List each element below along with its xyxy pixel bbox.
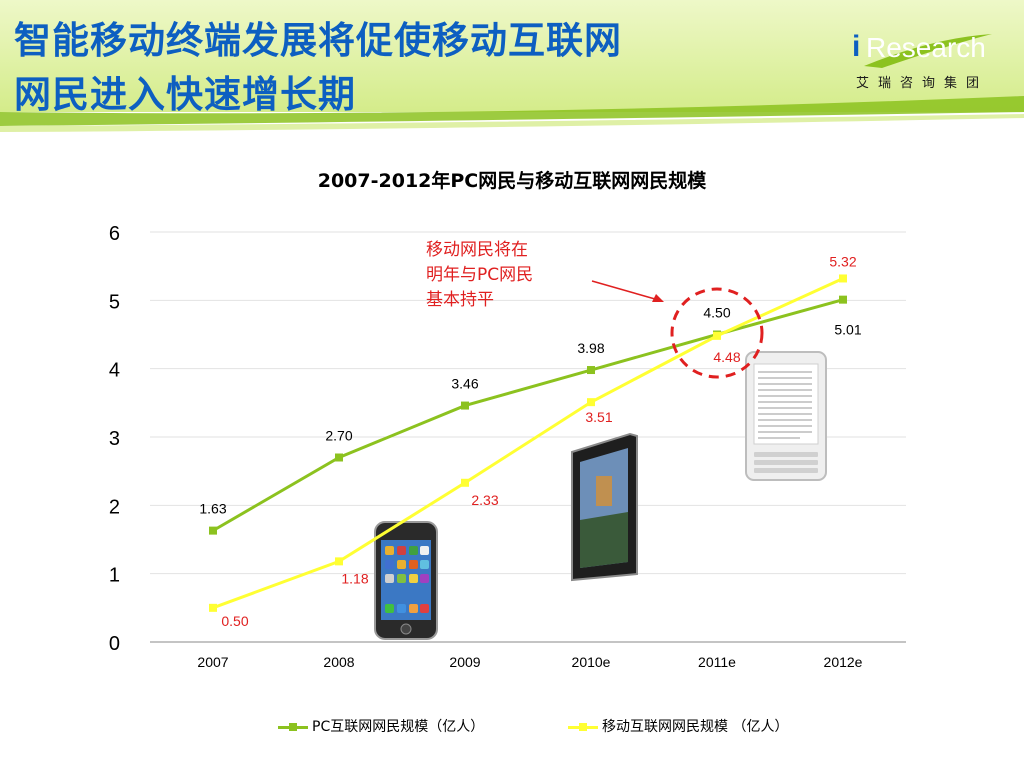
- data-point-mobile: [335, 557, 343, 566]
- data-label-mobile: 2.33: [471, 492, 498, 508]
- data-point-pc: [209, 526, 217, 535]
- data-label-mobile: 3.51: [585, 409, 612, 425]
- x-tick-label: 2008: [323, 654, 354, 670]
- data-label-mobile: 5.32: [829, 253, 856, 269]
- data-label-pc: 3.98: [577, 340, 604, 356]
- x-axis-ticks: 2007 2008 2009 2010e 2011e 2012e: [197, 654, 862, 670]
- chart-data-labels: 1.63 2.70 3.46 3.98 4.50 5.01 0.50 1.18 2.33 3.51…: [199, 253, 861, 628]
- data-point-mobile: [587, 398, 595, 407]
- iphone-image: [374, 521, 438, 640]
- x-tick-label: 2012e: [824, 654, 863, 670]
- series-line-pc: [212, 298, 844, 532]
- chart-series: [209, 274, 847, 612]
- y-axis-ticks: 0 1 2 3 4 5 6: [109, 223, 120, 655]
- highlight-circle: [670, 287, 764, 379]
- data-point-pc: [587, 366, 595, 375]
- legend-item-mobile: 移动互联网网民规模 （亿人）: [568, 716, 788, 736]
- annotation-line-3: 基本持平: [426, 290, 494, 310]
- data-point-pc: [335, 453, 343, 462]
- data-point-pc: [461, 401, 469, 410]
- legend-swatch-pc: [278, 722, 308, 732]
- logo-wordmark: Research: [866, 32, 986, 63]
- y-tick-label: 4: [109, 360, 120, 382]
- y-tick-label: 2: [109, 496, 120, 518]
- ipad-image: [571, 432, 638, 582]
- y-tick-label: 6: [109, 223, 120, 245]
- data-label-pc: 4.50: [703, 305, 730, 321]
- data-label-mobile: 4.48: [713, 349, 740, 365]
- x-tick-label: 2010e: [572, 654, 611, 670]
- y-tick-label: 0: [109, 633, 120, 655]
- series-line-mobile: [212, 277, 844, 610]
- legend-item-pc: PC互联网网民规模（亿人）: [278, 716, 484, 736]
- annotation-arrow: [591, 280, 664, 302]
- data-point-mobile: [209, 603, 217, 612]
- x-tick-label: 2009: [449, 654, 480, 670]
- annotation-line-2: 明年与PC网民: [426, 265, 534, 285]
- data-label-pc: 3.46: [451, 376, 478, 392]
- logo-swoosh: [864, 34, 992, 68]
- data-label-pc: 5.01: [834, 322, 861, 338]
- legend-label-mobile: 移动互联网网民规模 （亿人）: [602, 719, 789, 735]
- slide-title-line-1: 智能移动终端发展将促使移动互联网: [14, 19, 622, 62]
- data-point-mobile: [839, 274, 847, 283]
- data-label-mobile: 0.50: [221, 613, 248, 629]
- data-label-mobile: 1.18: [341, 570, 368, 586]
- chart-title: 2007-2012年PC网民与移动互联网网民规模: [317, 170, 707, 192]
- x-tick-label: 2007: [197, 654, 228, 670]
- slide-title-line-2: 网民进入快速增长期: [14, 73, 356, 116]
- y-tick-label: 5: [109, 291, 120, 313]
- header-background: [0, 0, 1024, 132]
- legend-swatch-mobile: [568, 722, 598, 732]
- logo-subtitle: 艾瑞咨询集团: [856, 76, 989, 91]
- x-tick-label: 2011e: [698, 654, 736, 670]
- annotation-line-1: 移动网民将在: [426, 240, 528, 260]
- data-point-mobile: [461, 478, 469, 487]
- logo-letter-i: i: [852, 30, 861, 63]
- annotation-text: 移动网民将在 明年与PC网民 基本持平: [426, 238, 533, 313]
- legend-label-pc: PC互联网网民规模（亿人）: [312, 719, 485, 735]
- iresearch-logo: i Research 艾瑞咨询集团: [852, 30, 1012, 91]
- y-tick-label: 1: [109, 565, 120, 587]
- kindle-image: [745, 351, 827, 481]
- data-point-mobile: [713, 331, 721, 340]
- data-label-pc: 2.70: [325, 428, 352, 444]
- data-point-pc: [839, 295, 847, 304]
- slide-header: 智能移动终端发展将促使移动互联网 网民进入快速增长期 i Research 艾瑞…: [0, 0, 1024, 140]
- data-label-pc: 1.63: [199, 501, 226, 517]
- y-tick-label: 3: [109, 428, 120, 450]
